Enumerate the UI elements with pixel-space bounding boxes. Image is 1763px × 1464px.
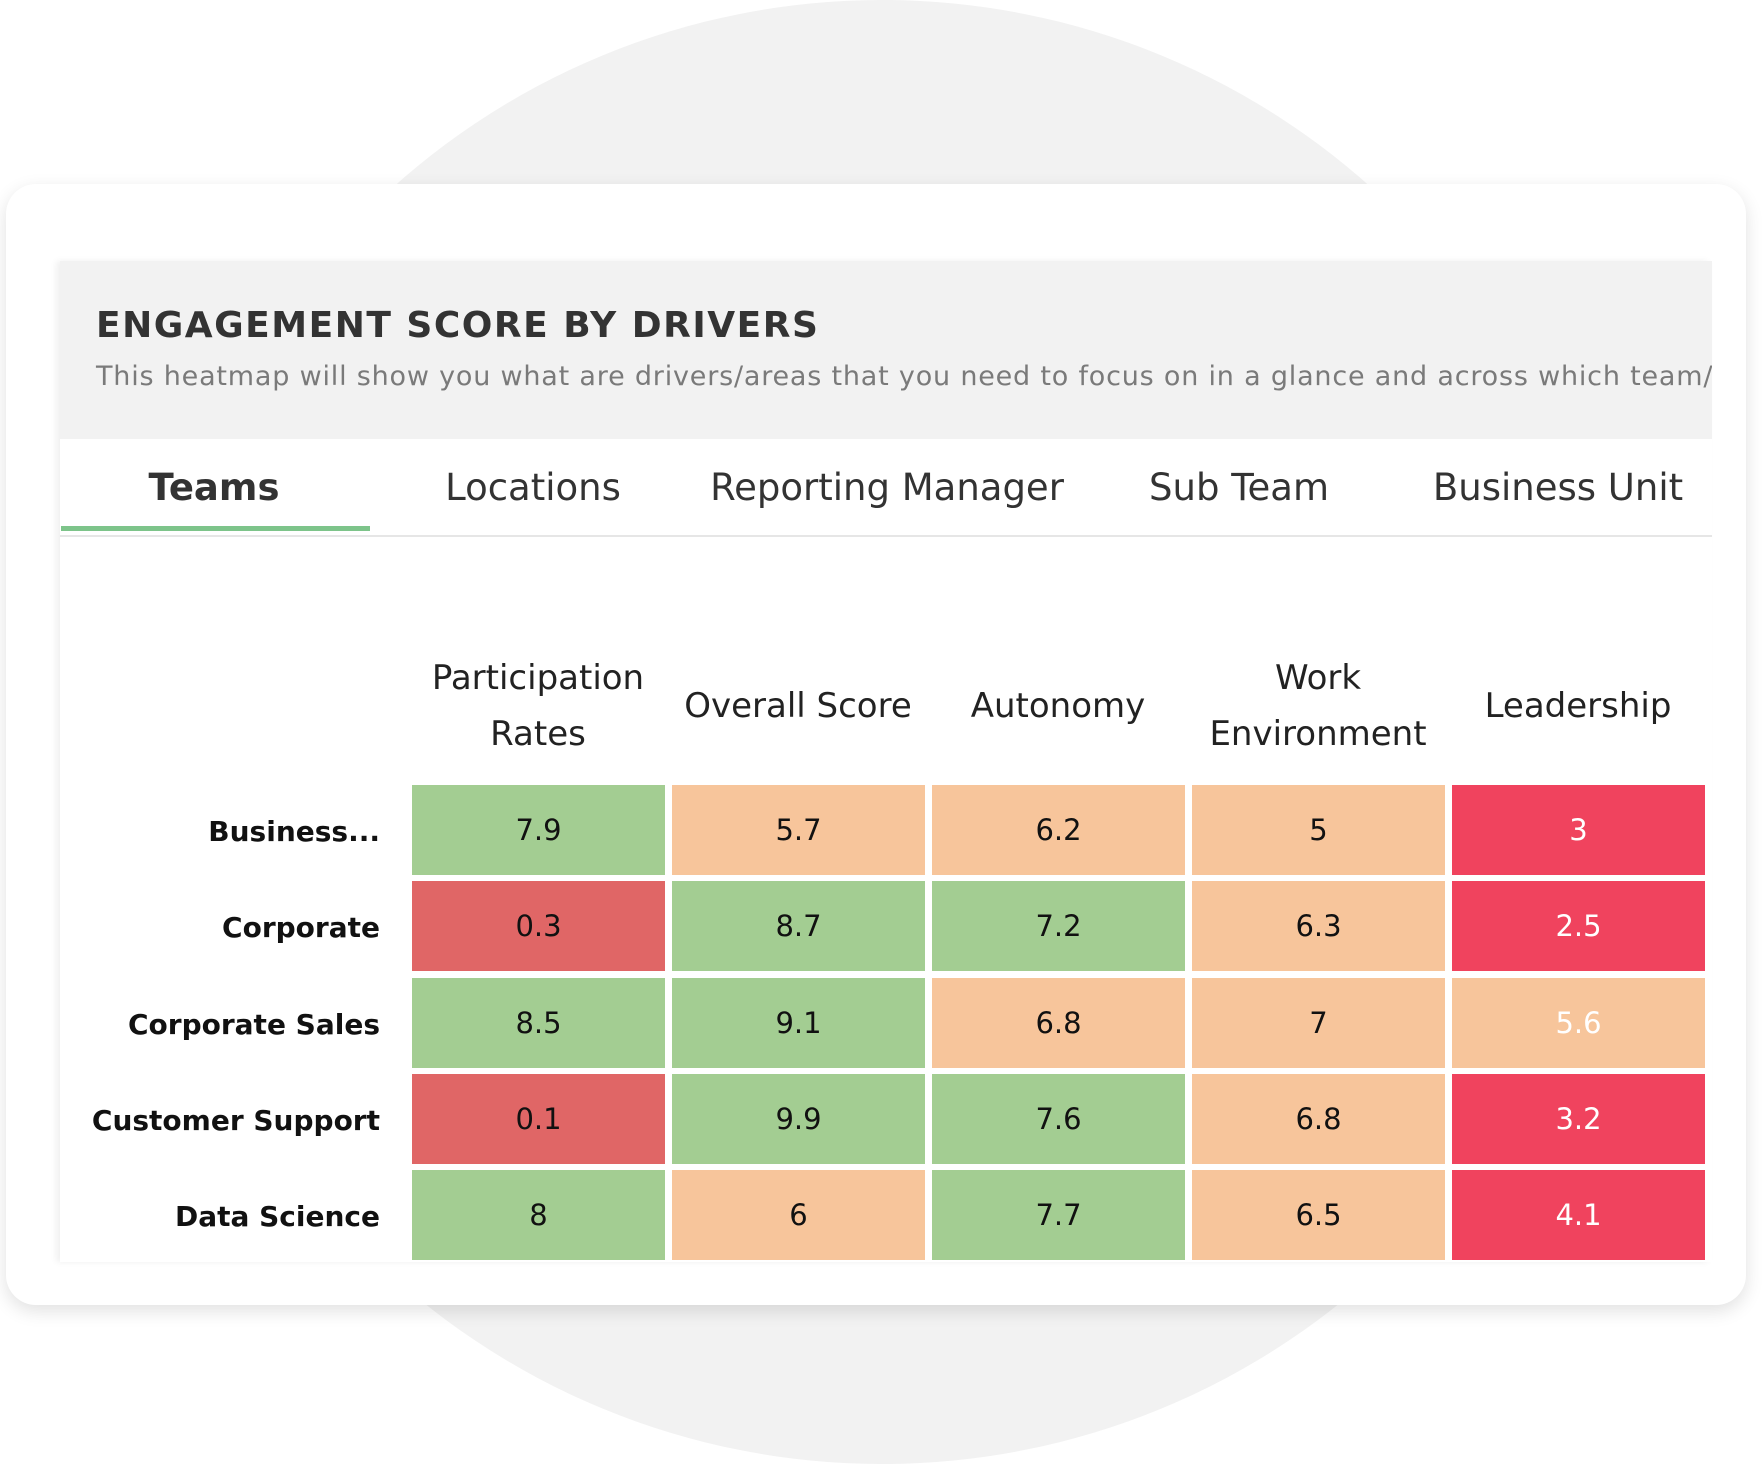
- tab[interactable]: Locations: [445, 466, 621, 509]
- heatmap-cell: 8.5: [412, 977, 665, 1068]
- row-label: Corporate: [222, 911, 380, 945]
- tab[interactable]: Reporting Manager: [710, 466, 1064, 509]
- row-label: Business...: [208, 815, 380, 848]
- column-header: Participation Rates: [431, 658, 645, 754]
- tab[interactable]: Business Unit: [1432, 466, 1684, 509]
- row-label: Corporate Sales: [127, 1007, 380, 1041]
- heatmap-cell: 6.3: [1192, 881, 1445, 972]
- subtitle: This heatmap will show you what are driv…: [96, 361, 1712, 392]
- heatmap-cell: 7.9: [412, 785, 665, 875]
- row-label: Customer Support: [91, 1103, 380, 1137]
- heatmap-cell: 3.2: [1452, 1073, 1705, 1164]
- heatmap-cell: 6.8: [1192, 1073, 1445, 1164]
- row-label: Data Science: [174, 1200, 380, 1234]
- column-header: Overall Score: [684, 686, 912, 726]
- heatmap-cell: 3: [1452, 785, 1705, 875]
- heatmap-cell: 7.2: [932, 881, 1185, 972]
- heatmap-cell: 0.1: [412, 1073, 665, 1164]
- tab[interactable]: Teams: [148, 466, 280, 509]
- heatmap-cell: 6.8: [932, 977, 1185, 1068]
- heatmap-panel: ENGAGEMENT SCORE BY DRIVERS This heatmap…: [60, 261, 1712, 1262]
- column-header: Work Environment: [1209, 658, 1427, 754]
- heatmap-cell: 6.2: [932, 785, 1185, 875]
- heatmap-cell: 2.5: [1452, 881, 1705, 972]
- heatmap-cell: 4.1: [1452, 1170, 1705, 1261]
- heatmap-cell: 6: [672, 1170, 925, 1261]
- tab-divider: [60, 535, 1712, 537]
- heatmap-cell: 7.7: [932, 1170, 1185, 1261]
- title: ENGAGEMENT SCORE BY DRIVERS: [96, 305, 820, 346]
- heatmap-cell: 7: [1192, 977, 1445, 1068]
- heatmap-cell: 7.6: [932, 1073, 1185, 1164]
- panel-header: ENGAGEMENT SCORE BY DRIVERS This heatmap…: [60, 261, 1712, 439]
- heatmap-cell: 5: [1192, 785, 1445, 875]
- heatmap-cell: 5.6: [1452, 977, 1705, 1068]
- heatmap-cell: 9.9: [672, 1073, 925, 1164]
- tab[interactable]: Sub Team: [1149, 466, 1329, 509]
- heatmap-cell: 0.3: [412, 881, 665, 972]
- heatmap-cell: 5.7: [672, 785, 925, 875]
- column-header: Autonomy: [970, 686, 1146, 726]
- heatmap-cell: 9.1: [672, 977, 925, 1068]
- heatmap-cell: 8: [412, 1170, 665, 1261]
- active-tab-underline: [61, 526, 370, 531]
- heatmap-cell: 6.5: [1192, 1170, 1445, 1261]
- column-header: Leadership: [1484, 686, 1672, 726]
- heatmap-cell: 8.7: [672, 881, 925, 972]
